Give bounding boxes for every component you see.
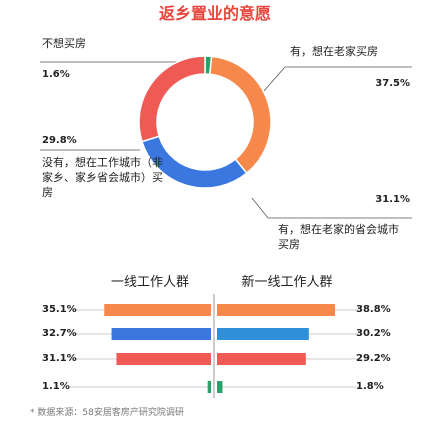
series-header: 一线工作人群 [110,275,189,290]
value-label: 1.1% [42,381,70,392]
bar [217,381,223,393]
value-label: 30.2% [356,328,391,339]
donut-slice [138,55,206,143]
footnote: * 数据来源：58安居客房产研究院调研 [30,408,184,418]
value-label: 32.7% [42,328,77,339]
bar [217,328,309,340]
value-label: 31.1% [42,353,77,364]
value-label: 31.1% [375,194,410,205]
value-label: 1.8% [356,381,384,392]
bar [217,304,335,316]
bar [116,353,211,365]
chart-title: 返乡置业的意愿 [158,4,271,23]
value-label: 29.2% [356,353,391,364]
bar [217,353,306,365]
value-label: 1.6% [42,69,70,80]
value-label: 35.1% [42,304,77,315]
donut-slice [208,55,272,175]
value-label: 29.8% [42,135,77,146]
value-label: 37.5% [375,78,410,89]
bar [207,381,211,393]
value-label: 38.8% [356,304,391,315]
bar [104,304,211,316]
bar [111,328,211,340]
series-header: 新一线工作人群 [241,275,333,290]
slice-label: 没有，想在工作城市（非家乡、家乡省会城市）买房 [42,156,163,199]
slice-label: 不想买房 [42,37,86,50]
slice-label: 有，想在老家的省会城市买房 [278,223,399,251]
slice-label: 有，想在老家买房 [290,45,378,58]
